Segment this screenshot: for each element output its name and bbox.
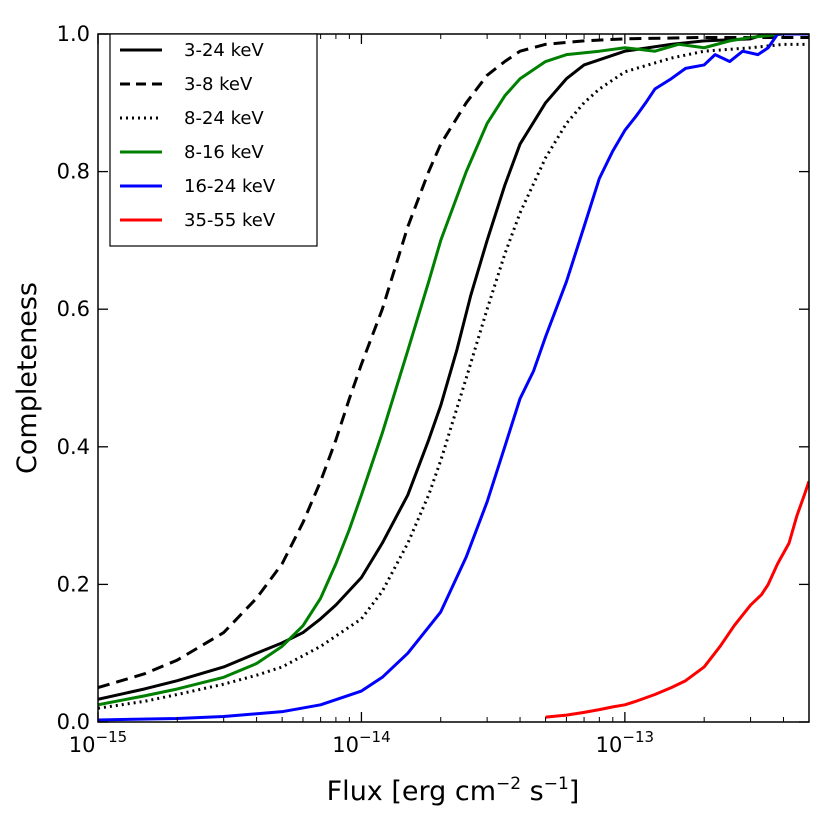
x-tick-label: 10−13 [596, 728, 654, 757]
x-axis-label: Flux [erg cm−2 s−1] [327, 774, 580, 807]
legend-box [109, 33, 318, 247]
series-group [98, 34, 809, 722]
y-tick-label: 0.0 [57, 710, 90, 734]
legend-items: 3-24 keV 3-8 keV 8-24 keV 8-16 keV 16-24 keV… [120, 40, 276, 231]
y-axis-label: Completeness [12, 282, 43, 474]
y-tick-label: 0.4 [57, 435, 90, 459]
plot-frame [97, 33, 810, 723]
y-tick-label: 1.0 [57, 22, 90, 46]
series-line-8-16-kev [98, 34, 809, 707]
legend-label: 35-55 keV [184, 210, 276, 231]
x-tick-label: 10−14 [332, 728, 390, 757]
tick-labels-group: 10−15 10−14 10−13 0.0 0.2 0.4 0.6 0.8 1.0 [57, 22, 654, 757]
legend-label: 3-24 keV [184, 40, 264, 61]
legend: 3-24 keV 3-8 keV 8-24 keV 8-16 keV 16-24 keV… [109, 33, 318, 247]
y-tick-label: 0.2 [57, 572, 90, 596]
y-tick-label: 0.6 [57, 297, 90, 321]
legend-label: 8-16 keV [184, 142, 264, 163]
series-line-3-8-kev [98, 35, 809, 690]
series-line-16-24-kev [98, 34, 809, 722]
legend-label: 16-24 keV [184, 176, 276, 197]
y-tick-label: 0.8 [57, 160, 90, 184]
series-line-3-24-kev [98, 34, 809, 701]
legend-label: 8-24 keV [184, 108, 264, 129]
series-line-8-24-kev [98, 42, 809, 710]
legend-label: 3-8 keV [184, 74, 253, 95]
series-line-35-55-kev [545, 480, 809, 719]
x-tick-label: 10−15 [69, 728, 127, 757]
